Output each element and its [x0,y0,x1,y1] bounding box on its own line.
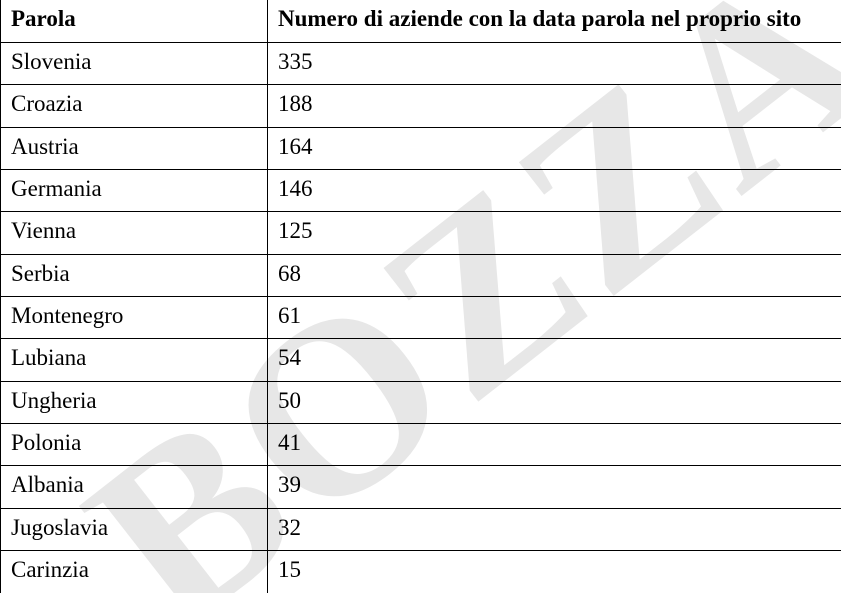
table-body: Slovenia 335 Croazia 188 Austria 164 Germania 1… [0,42,841,593]
table-row: Montenegro 61 [0,296,841,340]
count-cell: 54 [267,338,841,382]
table-row: Polonia 41 [0,423,841,467]
word-cell: Vienna [0,211,268,255]
count-cell: 68 [267,254,841,298]
table-row: Albania 39 [0,465,841,509]
count-cell: 39 [267,465,841,509]
word-cell: Austria [0,127,268,170]
word-cell: Montenegro [0,296,268,340]
word-cell: Serbia [0,254,268,298]
word-cell: Lubiana [0,338,268,382]
count-cell: 164 [267,127,841,170]
count-cell: 188 [267,84,841,128]
table-row: Croazia 188 [0,84,841,128]
count-cell: 15 [267,550,841,593]
word-cell: Polonia [0,423,268,467]
word-cell: Germania [0,169,268,213]
table-row: Jugoslavia 32 [0,508,841,552]
table-header: Parola Numero di aziende con la data par… [0,0,841,43]
count-cell: 61 [267,296,841,340]
table-row: Lubiana 54 [0,338,841,382]
column-header-word: Parola [0,0,268,43]
count-cell: 335 [267,42,841,86]
count-cell: 125 [267,211,841,255]
table-row: Austria 164 [0,127,841,170]
table-row: Germania 146 [0,169,841,213]
count-cell: 50 [267,381,841,425]
table-row: Slovenia 335 [0,42,841,86]
word-cell: Albania [0,465,268,509]
table-row: Carinzia 15 [0,550,841,593]
column-header-count: Numero di aziende con la data parola nel… [267,0,841,43]
count-cell: 146 [267,169,841,213]
word-cell: Slovenia [0,42,268,86]
table-row: Ungheria 50 [0,381,841,425]
word-cell: Jugoslavia [0,508,268,552]
word-cell: Croazia [0,84,268,128]
table-row: Serbia 68 [0,254,841,298]
count-cell: 32 [267,508,841,552]
word-cell: Carinzia [0,550,268,593]
table-row: Vienna 125 [0,211,841,255]
count-cell: 41 [267,423,841,467]
header-row: Parola Numero di aziende con la data par… [0,0,841,43]
word-cell: Ungheria [0,381,268,425]
